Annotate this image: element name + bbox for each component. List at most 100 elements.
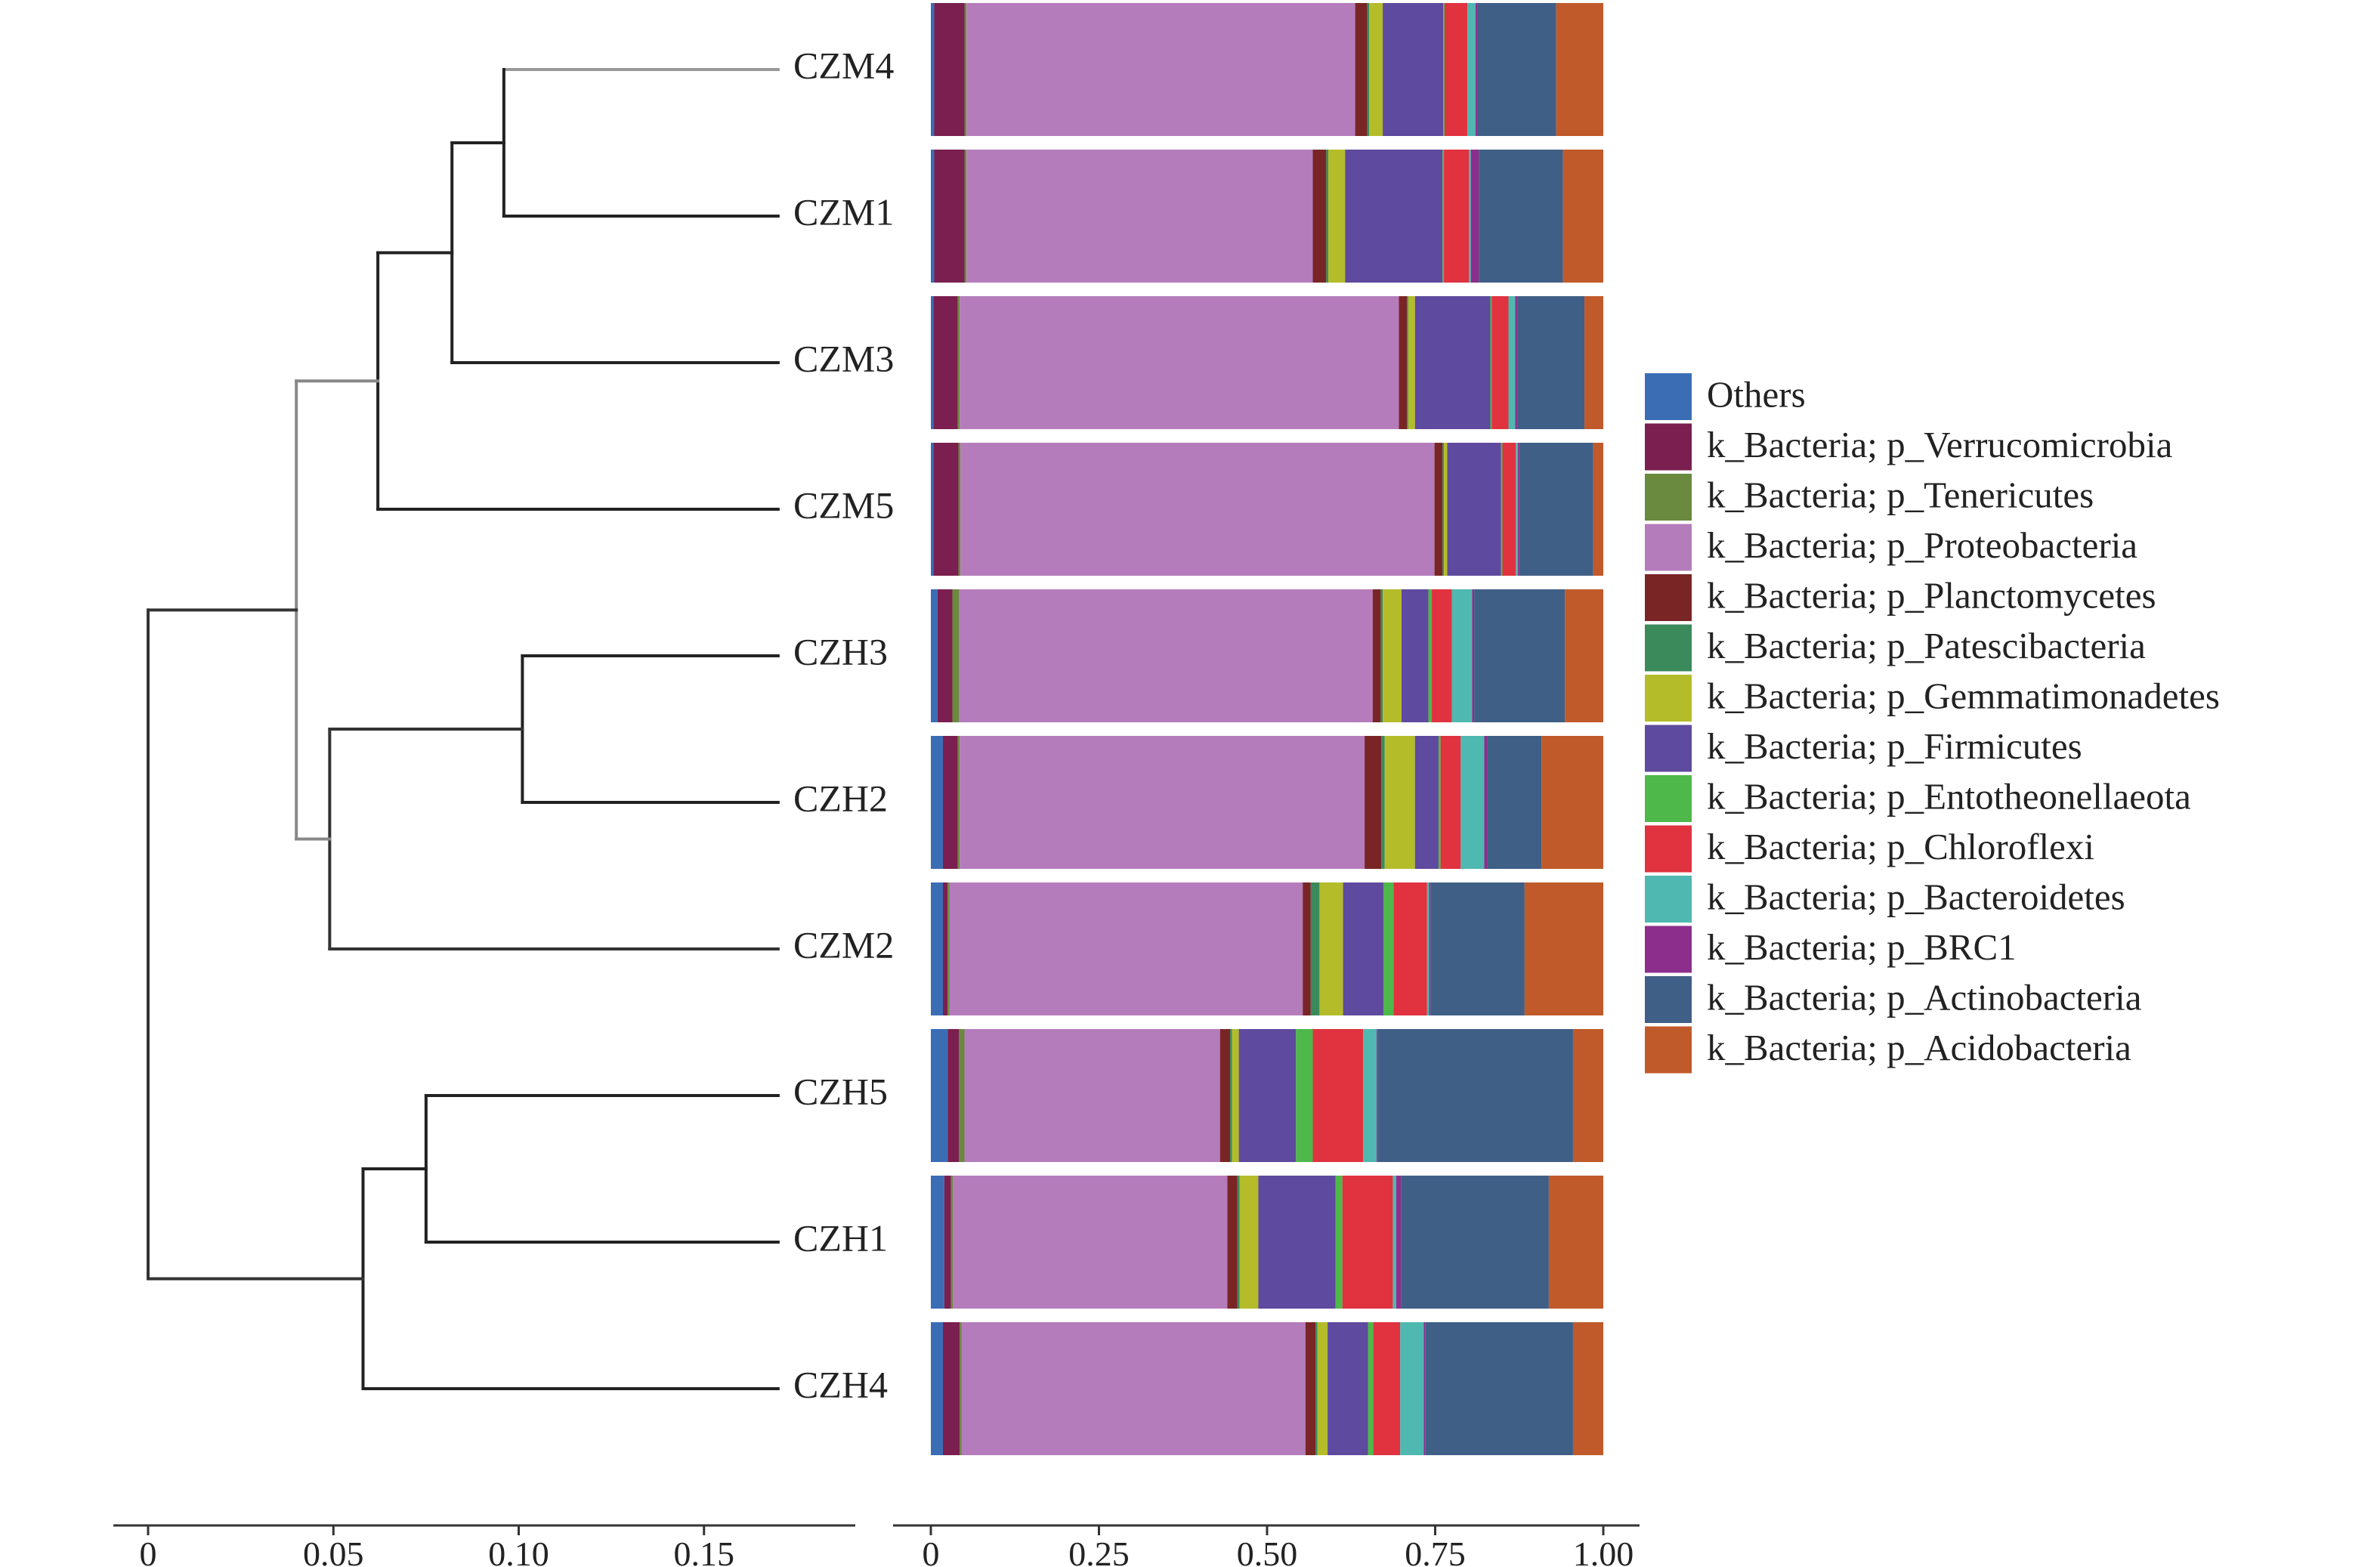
bar-segment — [961, 1322, 1306, 1455]
bar-segment — [957, 736, 960, 869]
legend-item: k_Bacteria; p_Firmicutes — [1645, 725, 2082, 772]
bar-segment — [1328, 150, 1346, 283]
legend-item: k_Bacteria; p_Tenericutes — [1645, 474, 2094, 521]
legend-swatch — [1645, 624, 1692, 672]
bar-segment — [1377, 1029, 1378, 1162]
bar-segment — [1384, 736, 1415, 869]
bar-segment — [966, 150, 1313, 283]
bar-segment — [1556, 3, 1603, 136]
bar-segment — [1434, 443, 1443, 576]
legend-label: k_Bacteria; p_Gemmatimonadetes — [1707, 675, 2220, 716]
bar-segment — [1430, 882, 1525, 1015]
bar-segment — [937, 589, 953, 722]
bar-segment — [1524, 882, 1603, 1015]
bar-segment — [1401, 1176, 1549, 1309]
bar-segment — [931, 150, 935, 283]
bar-segment — [960, 296, 1399, 429]
bar-segment — [1475, 3, 1478, 136]
bar-segment — [959, 589, 1373, 722]
bar-segment — [1444, 3, 1468, 136]
bar-segment — [952, 589, 960, 722]
bar-segment — [1502, 443, 1516, 576]
legend-item: k_Bacteria; p_Acidobacteria — [1645, 1026, 2131, 1074]
bar-segment — [1317, 1322, 1328, 1455]
legend-swatch — [1645, 524, 1692, 571]
bar-segment — [964, 3, 967, 136]
bar-segment — [1373, 1322, 1401, 1455]
sample-label-czm4: CZM4 — [793, 44, 894, 86]
bar-segment — [1230, 1029, 1232, 1162]
sample-label-czh5: CZH5 — [793, 1070, 888, 1112]
bar-row-czh3 — [931, 589, 1603, 722]
bar-tick-label: 0 — [923, 1535, 940, 1567]
bar-segment — [1443, 3, 1445, 136]
legend-swatch — [1645, 474, 1692, 521]
bar-segment — [1383, 3, 1444, 136]
legend-swatch — [1645, 423, 1692, 471]
bar-segment — [944, 1176, 951, 1309]
legend-label: k_Bacteria; p_Entotheonellaeota — [1707, 775, 2191, 817]
bar-segment — [1490, 296, 1492, 429]
bar-segment — [1219, 1029, 1231, 1162]
bar-segment — [1328, 1322, 1368, 1455]
bar-segment — [931, 589, 938, 722]
bar-segment — [959, 1029, 965, 1162]
sample-labels: CZM4 CZM1 CZM3 CZM5 CZH3 CZH2 CZM2 CZH5 CZH1 CZH4 — [793, 44, 894, 1405]
bar-segment — [1548, 1176, 1603, 1309]
bar-segment — [1383, 882, 1394, 1015]
bar-segment — [1368, 1322, 1374, 1455]
legend-label: k_Bacteria; p_Bacteroidetes — [1707, 876, 2125, 917]
bar-segment — [947, 1029, 960, 1162]
legend-swatch — [1645, 1026, 1692, 1074]
bar-segment — [931, 1176, 944, 1309]
bar-segment — [1392, 1176, 1396, 1309]
legend-swatch — [1645, 725, 1692, 772]
bar-row-czh2 — [931, 736, 1603, 869]
dendrogram-tick-label: 0.10 — [488, 1535, 549, 1567]
bar-segment — [943, 1322, 960, 1455]
legend-label: k_Bacteria; p_Acidobacteria — [1707, 1027, 2131, 1068]
legend-label: Others — [1707, 373, 1806, 415]
bar-segment — [1487, 736, 1542, 869]
bar-segment — [1400, 1322, 1424, 1455]
bar-segment — [1517, 296, 1585, 429]
bar-axis: 0 0.25 0.50 0.75 1.00 — [893, 1524, 1640, 1567]
bar-segment — [964, 150, 967, 283]
bar-segment — [1440, 736, 1461, 869]
bar-segment — [943, 736, 958, 869]
legend-item: k_Bacteria; p_Entotheonellaeota — [1645, 775, 2191, 822]
bar-segment — [947, 882, 950, 1015]
bar-segment — [1442, 150, 1445, 283]
bar-segment — [1372, 589, 1381, 722]
bar-segment — [1541, 736, 1603, 869]
legend-item: k_Bacteria; p_Planctomycetes — [1645, 574, 2156, 621]
legend-swatch — [1645, 825, 1692, 873]
bar-segment — [1345, 150, 1443, 283]
bar-segment — [1477, 3, 1556, 136]
legend-label: k_Bacteria; p_Patescibacteria — [1707, 625, 2146, 666]
bar-segment — [1365, 736, 1382, 869]
bar-segment — [934, 3, 965, 136]
bar-segment — [950, 1176, 954, 1309]
bar-segment — [960, 1322, 962, 1455]
bar-segment — [1383, 589, 1402, 722]
dendrogram — [147, 68, 780, 1390]
bar-segment — [933, 443, 959, 576]
legend-swatch — [1645, 926, 1692, 973]
bar-segment — [1310, 882, 1320, 1015]
bar-segment — [1467, 3, 1476, 136]
bar-segment — [1237, 1176, 1240, 1309]
bar-segment — [1363, 1029, 1377, 1162]
sample-label-czm5: CZM5 — [793, 484, 894, 526]
bar-segment — [1414, 296, 1491, 429]
legend-item: k_Bacteria; p_Proteobacteria — [1645, 524, 2137, 571]
legend-label: k_Bacteria; p_Planctomycetes — [1707, 574, 2156, 616]
legend-label: k_Bacteria; p_Actinobacteria — [1707, 976, 2142, 1018]
legend-label: k_Bacteria; p_BRC1 — [1707, 926, 2017, 968]
bar-segment — [931, 3, 935, 136]
bar-segment — [1472, 589, 1475, 722]
bar-segment — [1342, 1176, 1393, 1309]
stacked-bars — [931, 3, 1603, 1455]
legend: Others k_Bacteria; p_Verrucomicrobia k_Bac… — [1645, 373, 2220, 1074]
